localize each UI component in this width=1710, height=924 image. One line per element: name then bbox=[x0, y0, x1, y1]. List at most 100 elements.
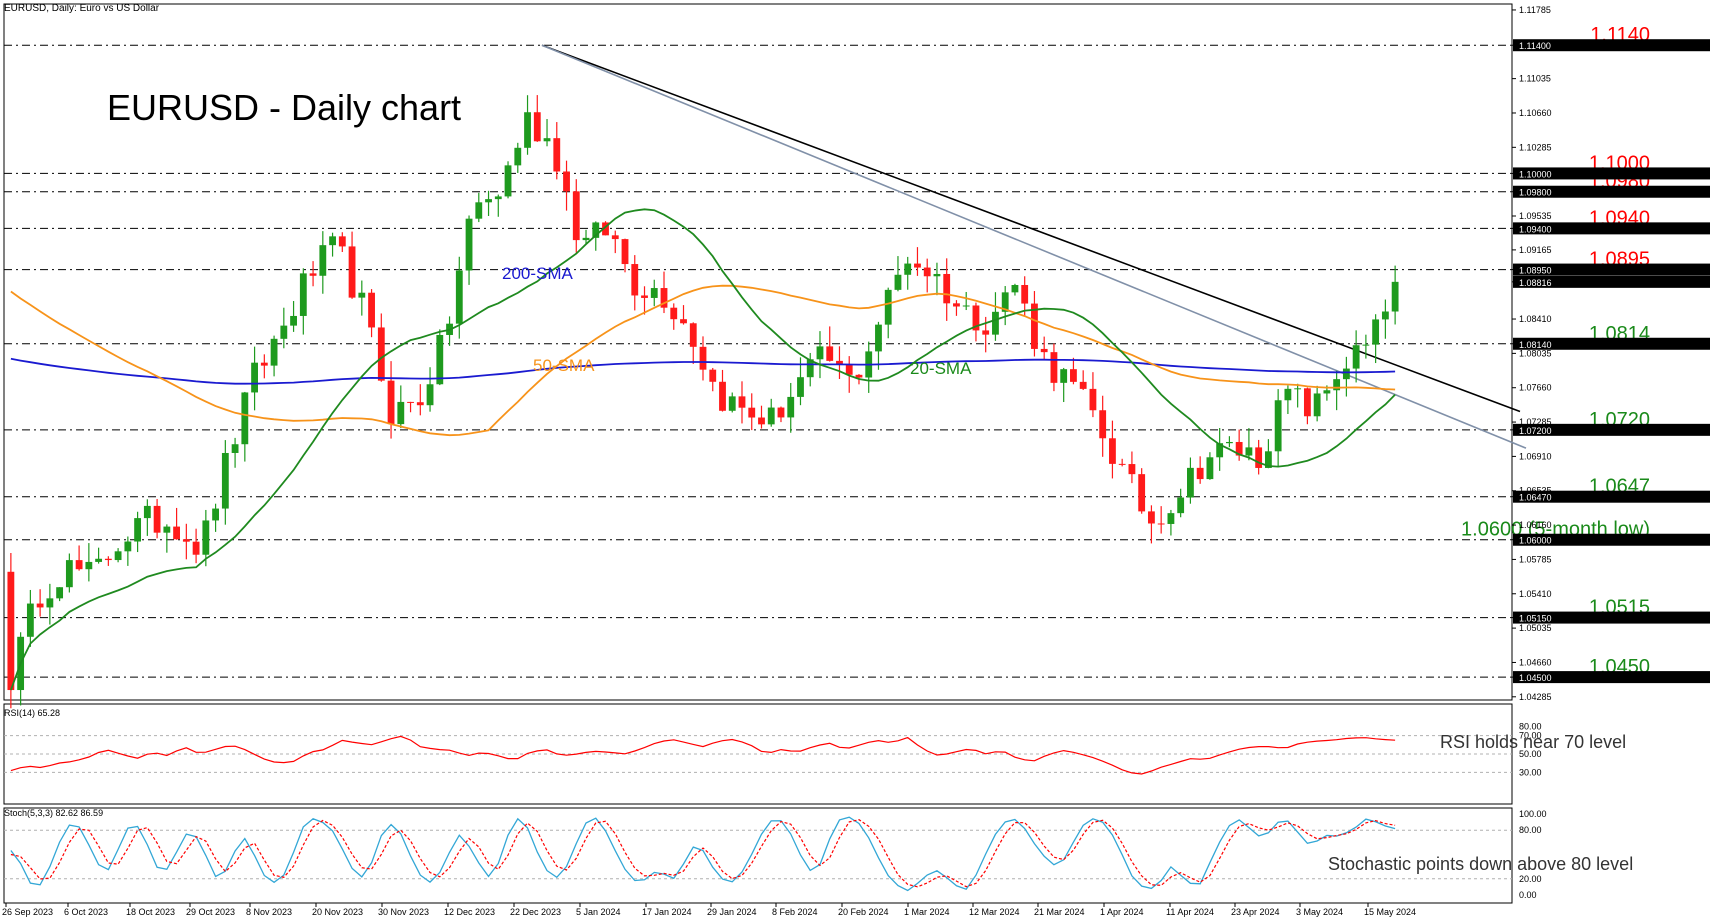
candle-body bbox=[543, 138, 551, 142]
date-tick-label: 18 Oct 2023 bbox=[126, 907, 175, 917]
level-tag-label: 1.08140 bbox=[1519, 340, 1552, 350]
candle-body bbox=[416, 402, 424, 406]
candle-body bbox=[1245, 447, 1253, 456]
candle-body bbox=[504, 165, 512, 197]
candle-body bbox=[231, 444, 239, 453]
candle-body bbox=[738, 396, 746, 408]
date-tick-label: 20 Feb 2024 bbox=[838, 907, 889, 917]
chart-title: EURUSD - Daily chart bbox=[107, 87, 461, 128]
candle-body bbox=[397, 401, 405, 425]
candle-body bbox=[1391, 281, 1399, 312]
level-tag bbox=[1513, 671, 1710, 684]
candle-body bbox=[455, 270, 463, 324]
candle-body bbox=[494, 196, 502, 200]
candle-body bbox=[953, 303, 960, 307]
candle-body bbox=[1362, 344, 1370, 346]
candle-body bbox=[65, 560, 73, 588]
date-tick-label: 22 Dec 2023 bbox=[510, 907, 561, 917]
candle-body bbox=[1060, 369, 1068, 383]
level-tag bbox=[1513, 39, 1710, 52]
date-tick-label: 8 Nov 2023 bbox=[246, 907, 292, 917]
level-tag bbox=[1513, 337, 1710, 350]
price-tick-label: 1.05410 bbox=[1519, 589, 1552, 599]
candle-body bbox=[95, 558, 103, 562]
candle-body bbox=[923, 267, 931, 277]
price-tick-label: 1.09535 bbox=[1519, 211, 1552, 221]
candle-body bbox=[173, 526, 181, 540]
candle-body bbox=[7, 571, 15, 691]
candle-body bbox=[1381, 311, 1389, 320]
stoch-tick-label: 80.00 bbox=[1519, 825, 1542, 835]
candle-body bbox=[1021, 284, 1029, 304]
stoch-tick-label: 0.00 bbox=[1519, 890, 1537, 900]
candle-body bbox=[368, 292, 375, 328]
price-tick-label: 1.09165 bbox=[1519, 245, 1552, 255]
candle-body bbox=[563, 171, 570, 192]
date-tick-label: 12 Dec 2023 bbox=[444, 907, 495, 917]
price-tick-label: 1.05785 bbox=[1519, 554, 1552, 564]
candle-body bbox=[611, 235, 619, 240]
candle-body bbox=[1040, 348, 1048, 353]
candle-body bbox=[377, 327, 385, 381]
candle-body bbox=[1372, 319, 1380, 345]
candle-body bbox=[524, 112, 531, 148]
price-tick-label: 1.10660 bbox=[1519, 108, 1552, 118]
stoch-tick-label: 100.00 bbox=[1519, 809, 1547, 819]
candlesticks bbox=[7, 95, 1399, 709]
date-tick-label: 17 Jan 2024 bbox=[642, 907, 692, 917]
candle-body bbox=[1079, 381, 1087, 389]
candle-body bbox=[1333, 379, 1341, 391]
candle-body bbox=[436, 334, 444, 385]
stoch-main-line bbox=[10, 816, 1396, 892]
candle-body bbox=[641, 295, 648, 298]
date-axis: 26 Sep 2023 6 Oct 2023 18 Oct 2023 29 Oct 2… bbox=[2, 903, 1416, 917]
candle-body bbox=[1303, 388, 1311, 417]
candle-body bbox=[407, 401, 414, 403]
candle-body bbox=[202, 520, 210, 555]
candle-body bbox=[1031, 303, 1038, 349]
candle-body bbox=[855, 374, 863, 378]
candle-body bbox=[933, 273, 941, 277]
level-tag-label: 1.05150 bbox=[1519, 614, 1552, 624]
candle-body bbox=[1118, 463, 1126, 465]
candle-body bbox=[797, 377, 804, 397]
rsi-line bbox=[10, 735, 1396, 775]
candle-body bbox=[182, 539, 190, 542]
rsi-tick-label: 80.00 bbox=[1519, 721, 1542, 731]
candle-body bbox=[1070, 369, 1077, 382]
candle-body bbox=[212, 508, 219, 521]
candle-body bbox=[787, 396, 795, 418]
date-tick-label: 29 Jan 2024 bbox=[707, 907, 757, 917]
level-tag bbox=[1513, 167, 1710, 180]
candle-body bbox=[1235, 441, 1243, 456]
candle-body bbox=[602, 222, 609, 236]
candle-body bbox=[299, 273, 307, 316]
candle-body bbox=[680, 319, 687, 324]
candle-body bbox=[962, 305, 970, 307]
candle-body bbox=[845, 364, 853, 375]
price-tick-label: 1.10285 bbox=[1519, 142, 1552, 152]
candle-body bbox=[894, 274, 902, 290]
sma50-label: 50-SMA bbox=[533, 356, 595, 375]
date-tick-label: 26 Sep 2023 bbox=[2, 907, 53, 917]
candle-body bbox=[280, 325, 288, 339]
candle-body bbox=[884, 289, 892, 325]
candle-body bbox=[1225, 441, 1233, 444]
moving-averages bbox=[10, 208, 1396, 691]
candle-body bbox=[1099, 410, 1107, 439]
candle-body bbox=[719, 381, 726, 411]
candle-body bbox=[1148, 511, 1155, 524]
candle-body bbox=[533, 112, 541, 142]
candle-body bbox=[1284, 388, 1292, 401]
date-tick-label: 5 Jan 2024 bbox=[576, 907, 621, 917]
date-tick-label: 6 Oct 2023 bbox=[64, 907, 108, 917]
candle-body bbox=[553, 138, 561, 172]
price-tick-label: 1.06910 bbox=[1519, 451, 1552, 461]
candle-body bbox=[1138, 474, 1146, 512]
candle-body bbox=[56, 587, 64, 599]
candle-body bbox=[465, 218, 473, 271]
sma50-line bbox=[10, 284, 1396, 437]
date-tick-label: 30 Nov 2023 bbox=[378, 907, 429, 917]
